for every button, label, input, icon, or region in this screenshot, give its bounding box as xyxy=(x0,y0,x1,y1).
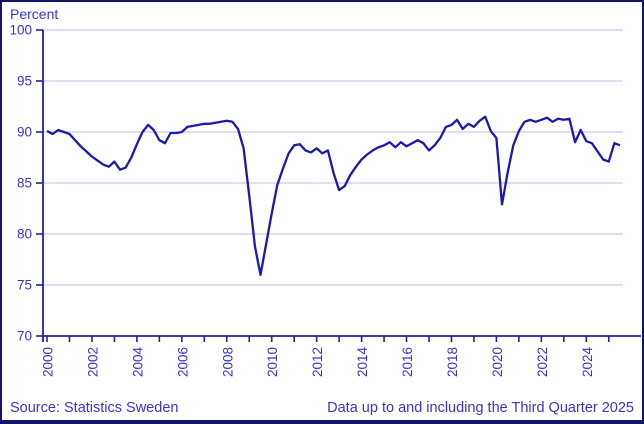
y-tick-label: 100 xyxy=(9,23,32,38)
source-label: Source: Statistics Sweden xyxy=(10,400,179,416)
x-tick-label: 2002 xyxy=(85,347,100,377)
x-tick-label: 2000 xyxy=(41,347,56,377)
x-tick-label: 2016 xyxy=(400,347,415,377)
x-tick-label: 2008 xyxy=(220,347,235,377)
x-tick-label: 2012 xyxy=(310,347,325,377)
y-tick-label: 70 xyxy=(17,329,32,344)
x-tick-label: 2020 xyxy=(490,347,505,377)
y-tick-label: 95 xyxy=(17,74,32,89)
y-tick-label: 75 xyxy=(17,278,32,293)
data-line xyxy=(46,115,621,276)
y-tick-label: 85 xyxy=(17,176,32,191)
x-tick-label: 2022 xyxy=(535,347,550,377)
y-tick-label: 80 xyxy=(17,227,32,242)
x-tick-label: 2010 xyxy=(265,347,280,377)
y-axis-unit-label: Percent xyxy=(10,6,59,22)
x-tick-label: 2014 xyxy=(355,347,370,378)
y-tick-label: 90 xyxy=(17,125,32,140)
x-tick-label: 2004 xyxy=(130,347,145,378)
x-tick-label: 2018 xyxy=(445,347,460,377)
data-note-label: Data up to and including the Third Quart… xyxy=(327,400,634,416)
x-tick-label: 2024 xyxy=(580,347,595,378)
line-chart: 70 75 80 85 90 95 100 2000 2002 2004 2006 2008 2010 2… xyxy=(9,23,641,378)
x-tick-label: 2006 xyxy=(175,347,190,377)
